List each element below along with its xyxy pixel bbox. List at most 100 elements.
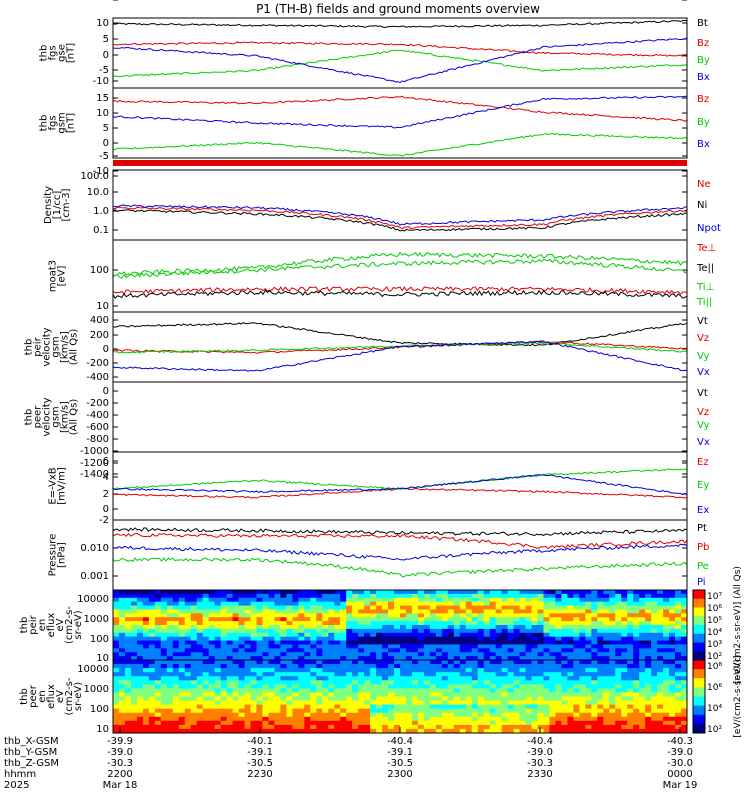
spectrogram-cell [483,636,491,641]
spectrogram-cell [573,621,580,626]
spectrogram-cell [429,680,437,685]
spectrogram-cell [202,668,210,673]
spectrogram-cell [681,590,688,595]
y-tick-label: -200 [86,398,109,409]
spectrogram-cell [148,720,156,726]
spectrogram-cell [208,716,216,722]
spectrogram-cell [130,636,138,641]
legend-entry: By [697,55,710,66]
spectrogram-cell [328,708,335,714]
spectrogram-cell [274,684,281,689]
spectrogram-cell [208,621,216,626]
spectrogram-cell [208,720,216,726]
spectrogram-cell [196,660,204,665]
spectrogram-cell [627,625,634,630]
spectrogram-cell [441,609,449,614]
spectrogram-cell [513,632,520,638]
spectrogram-cell [609,632,616,638]
spectrogram-cell [142,672,150,677]
spectrogram-cell [543,605,550,610]
spectrogram-cell [405,597,413,603]
spectrogram-cell [531,601,538,606]
spectrogram-cell [250,625,257,630]
spectrogram-cell [465,628,473,634]
spectrogram-cell [519,644,526,649]
spectrogram-cell [567,692,574,697]
spectrogram-cell [603,636,610,641]
spectrogram-cell [621,601,628,606]
spectrogram-cell [118,632,126,638]
spectrogram-cell [256,605,263,610]
spectrogram-cell [232,652,239,657]
spectrogram-cell [411,609,419,614]
spectrogram-cell [615,704,622,710]
colorbar-step [693,678,705,682]
spectrogram-cell [591,590,598,595]
spectrogram-cell [615,625,622,630]
spectrogram-cell [340,644,347,649]
spectrogram-cell [681,728,688,734]
spectrogram-cell [256,720,263,726]
spectrogram-cell [292,696,299,701]
spectrogram-cell [346,684,353,689]
spectrogram-cell [160,724,168,730]
spectrogram-cell [202,609,210,614]
spectrogram-cell [142,628,150,634]
spectrogram-cell [196,628,204,634]
spectrogram-cell [537,724,544,730]
spectrogram-cell [429,700,437,706]
spectrogram-cell [633,716,640,722]
spectrogram-cell [220,704,228,710]
spectrogram-cell [639,704,646,710]
spectrogram-cell [675,593,682,599]
spectrogram-cell [543,613,550,618]
spectrogram-cell [645,597,652,603]
spectrogram-cell [483,692,491,697]
spectrogram-cell [202,712,210,718]
spectrogram-cell [573,688,580,693]
spectrogram-cell [525,660,532,665]
spectrogram-cell [214,696,222,701]
colorbar-step [693,636,705,641]
spectrogram-cell [142,636,150,641]
spectrogram-cell [657,676,664,681]
colorbar-step [693,699,705,704]
spectrogram-cell [447,728,455,734]
spectrogram-cell [250,636,257,641]
spectrogram-cell [190,625,198,630]
spectrogram-cell [304,720,311,726]
spectrogram-cell [136,652,144,657]
spectrogram-cell [172,621,180,626]
spectrogram-cell [274,660,281,665]
spectrogram-cell [113,700,120,706]
spectrogram-cell [477,590,485,595]
spectrogram-cell [483,644,491,649]
spectrogram-cell [531,652,538,657]
spectrogram-cell [603,700,610,706]
spectrogram-cell [525,720,532,726]
spectrogram-cell [262,632,269,638]
spectrogram-cell [316,684,323,689]
spectrogram-cell [310,644,317,649]
x-axis-value: 2330 [527,769,552,780]
spectrogram-cell [226,605,233,610]
spectrogram-cell [609,648,616,653]
spectrogram-cell [471,680,479,685]
spectrogram-cell [196,597,204,603]
spectrogram-cell [681,680,688,685]
spectrogram-cell [352,660,359,665]
spectrogram-cell [160,676,168,681]
spectrogram-cell [669,680,676,685]
spectrogram-cell [190,672,198,677]
spectrogram-cell [226,704,233,710]
spectrogram-cell [531,632,538,638]
spectrogram-cell [262,590,269,595]
spectrogram-cell [669,656,676,661]
spectrogram-cell [483,590,491,595]
spectrogram-cell [136,696,144,701]
spectrogram-cell [561,716,568,722]
spectrogram-cell [388,625,395,630]
spectrogram-cell [501,704,509,710]
spectrogram-cell [501,593,509,599]
ylabel-line: peir [33,336,44,356]
